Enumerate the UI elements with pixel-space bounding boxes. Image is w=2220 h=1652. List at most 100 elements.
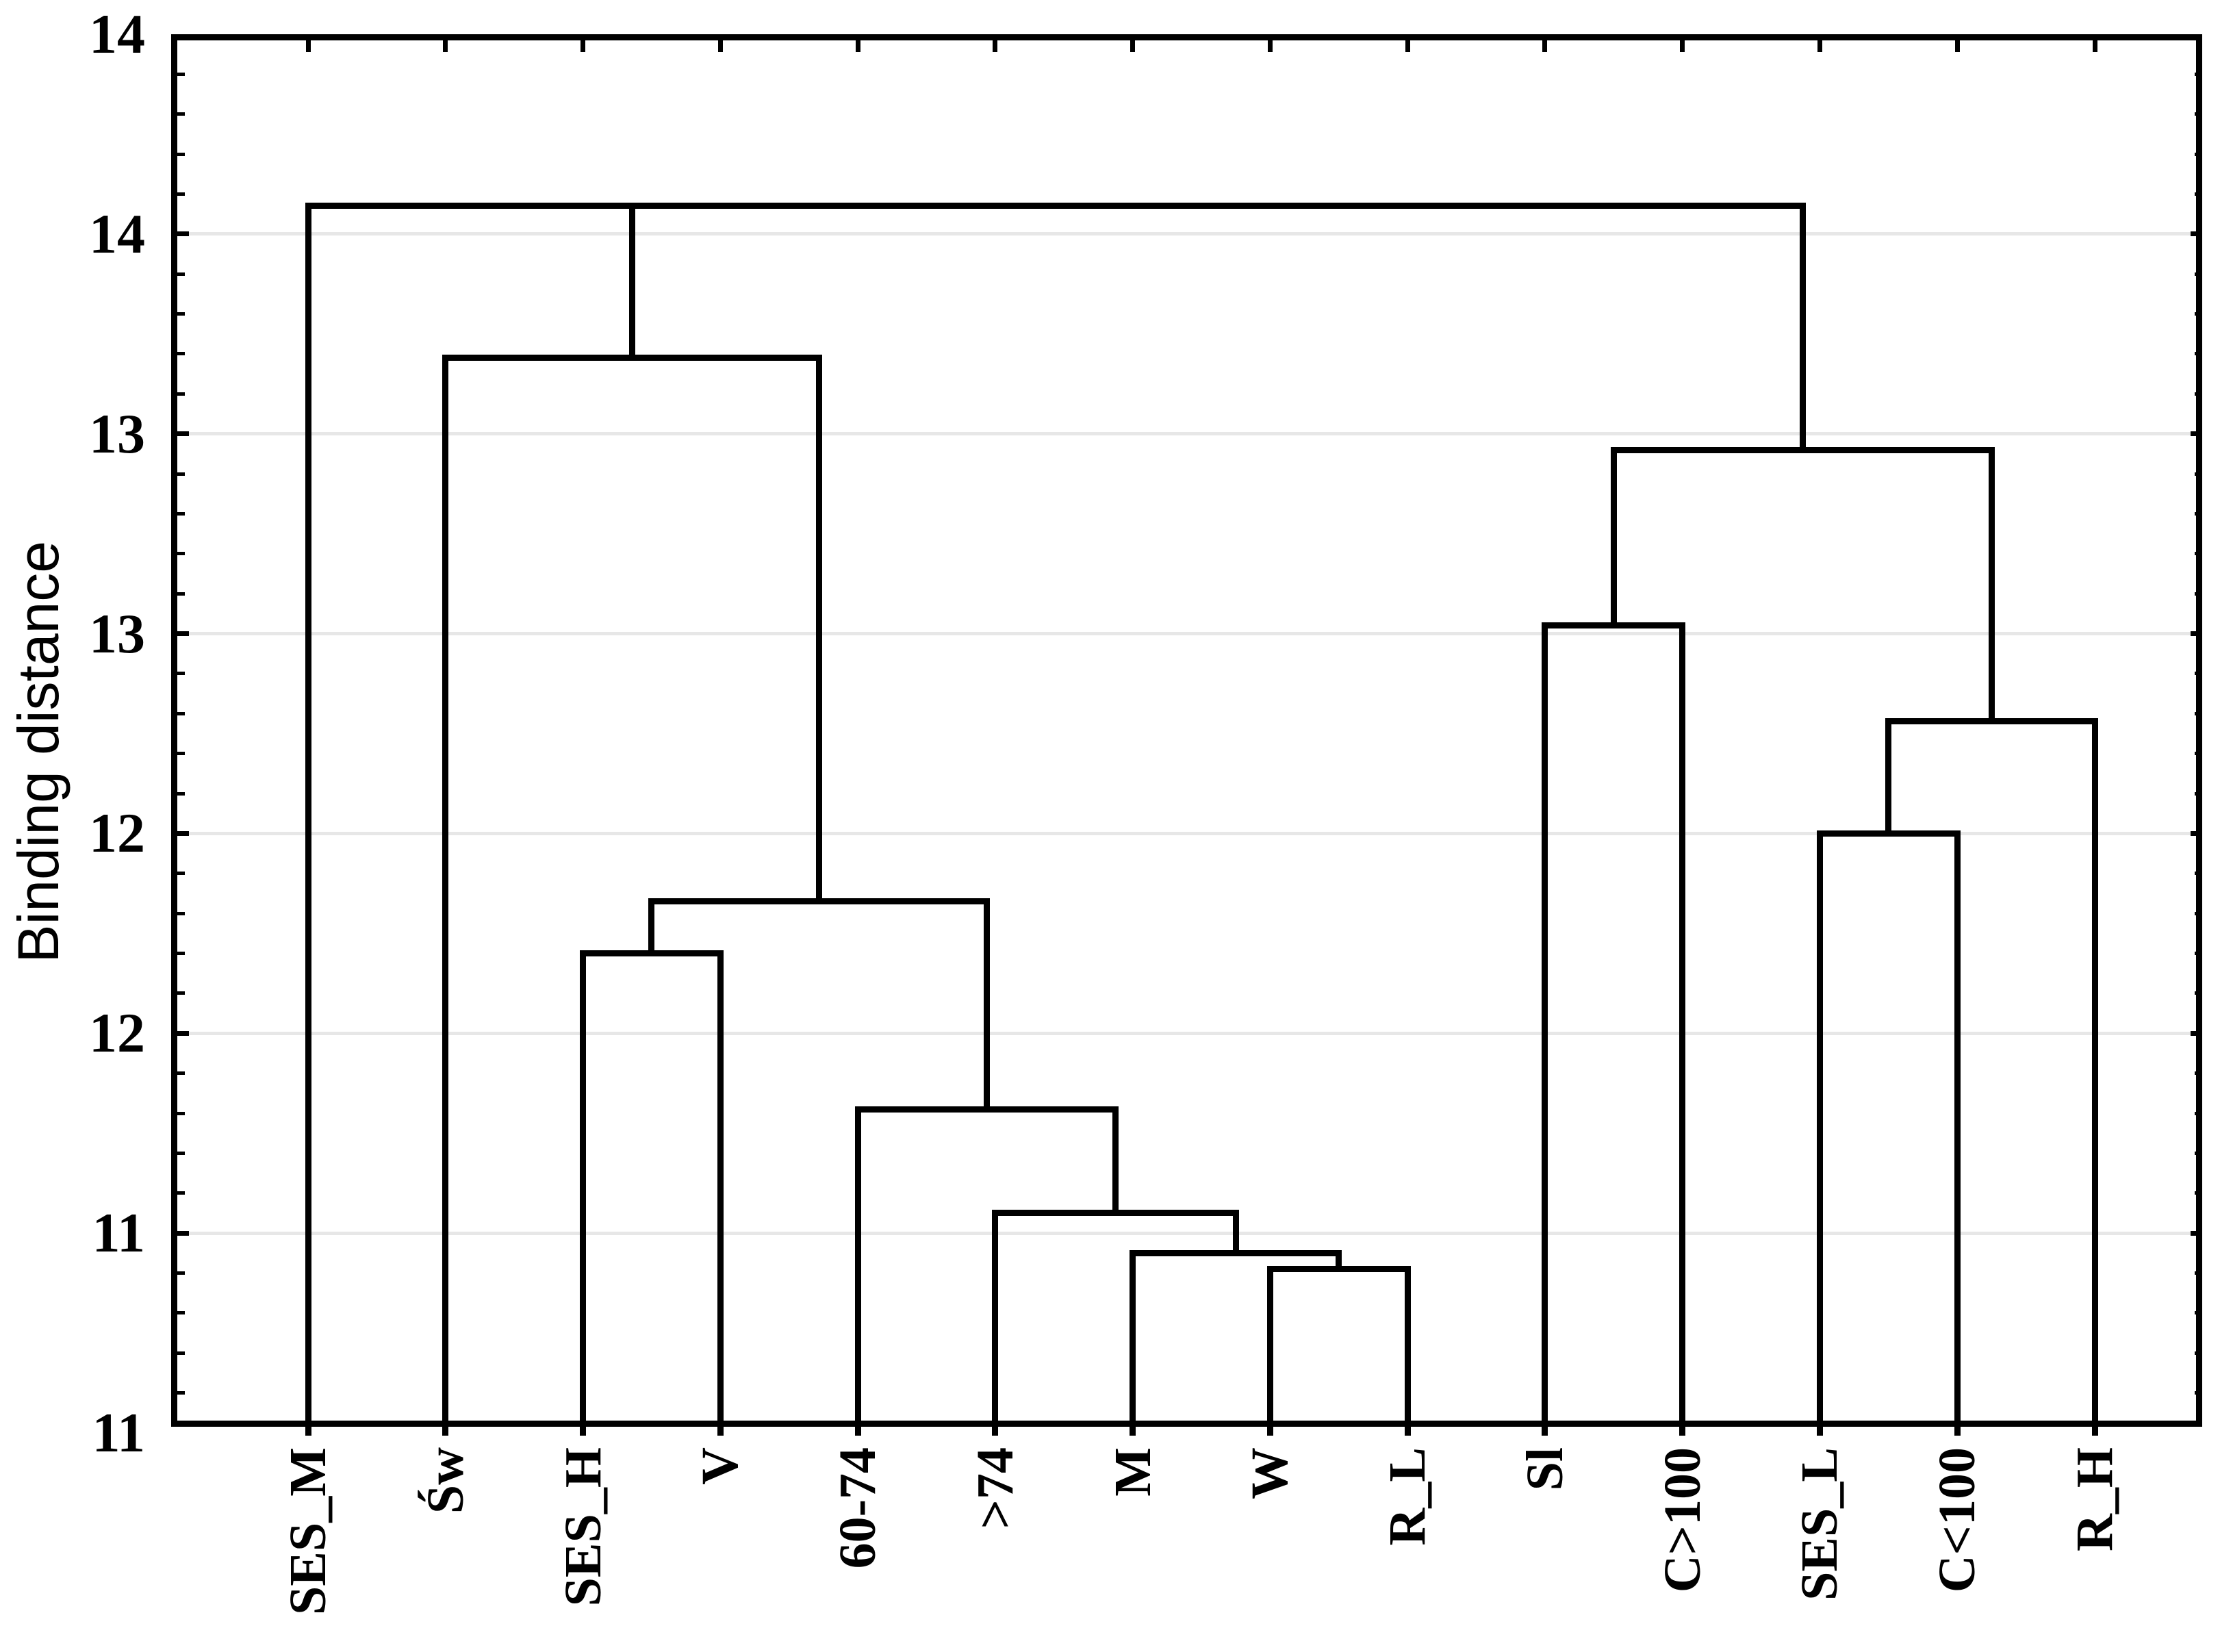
y-major-tick-left: [177, 431, 189, 437]
y-major-tick-left: [177, 231, 189, 237]
y-major-tick-left: [177, 1030, 189, 1036]
y-minor-tick-right: [2195, 552, 2202, 556]
y-minor-tick-right: [2195, 192, 2202, 196]
leaf-line: [717, 950, 724, 1436]
x-axis-label: 60-74: [829, 1447, 887, 1569]
leaf-line: [1679, 622, 1686, 1436]
y-minor-tick-right: [2195, 1151, 2202, 1155]
x-axis-label: C>100: [1653, 1447, 1711, 1593]
x-axis-label: SES_M: [279, 1447, 337, 1615]
y-minor-tick-right: [2195, 511, 2202, 516]
y-major-tick-right: [2191, 1030, 2202, 1036]
y-minor-tick-right: [2195, 672, 2202, 676]
y-minor-tick-right: [2195, 1391, 2202, 1395]
leaf-line: [1954, 830, 1961, 1436]
y-minor-tick-right: [2195, 1271, 2202, 1275]
y-minor-tick-right: [2195, 991, 2202, 995]
y-minor-tick-right: [2195, 352, 2202, 356]
x-axis-label: SES_H: [554, 1447, 612, 1607]
cluster-link: [648, 898, 655, 957]
leaf-line: [442, 355, 449, 1436]
x-category-tick-top: [993, 40, 998, 52]
x-axis-label: V: [691, 1447, 750, 1485]
y-minor-tick-left: [177, 72, 185, 76]
x-axis-label: M: [1103, 1447, 1162, 1497]
y-tick-label: 11: [92, 1401, 145, 1464]
y-minor-tick-left: [177, 1391, 185, 1395]
y-minor-tick-right: [2195, 911, 2202, 915]
y-minor-tick-left: [177, 152, 185, 156]
x-category-tick-top: [1954, 40, 1960, 52]
x-category-tick-top: [1130, 40, 1136, 52]
y-minor-tick-right: [2195, 1111, 2202, 1115]
y-major-tick-right: [2191, 1230, 2202, 1236]
y-minor-tick-left: [177, 552, 185, 556]
y-minor-tick-right: [2195, 872, 2202, 876]
y-gridline: [177, 632, 2202, 636]
plot-frame: [171, 34, 2202, 1427]
leaf-line: [1816, 830, 1823, 1436]
y-tick-label: 12: [89, 802, 145, 865]
y-minor-tick-right: [2195, 112, 2202, 116]
x-axis-label: >74: [966, 1447, 1024, 1529]
y-minor-tick-right: [2195, 752, 2202, 756]
y-minor-tick-right: [2195, 1311, 2202, 1315]
y-major-tick-left: [177, 1230, 189, 1236]
y-minor-tick-left: [177, 711, 185, 715]
y-minor-tick-left: [177, 592, 185, 596]
merge-connector: [305, 203, 1806, 209]
cluster-link: [1610, 446, 1617, 629]
y-minor-tick-right: [2195, 72, 2202, 76]
y-minor-tick-right: [2195, 312, 2202, 316]
y-tick-label: 13: [89, 402, 145, 465]
x-category-tick-top: [1267, 40, 1273, 52]
y-tick-label: 11: [92, 1202, 145, 1265]
y-axis-title: Binding distance: [6, 541, 71, 963]
y-minor-tick-right: [2195, 791, 2202, 796]
cluster-link: [816, 355, 823, 905]
leaf-line: [305, 203, 311, 1436]
leaf-line: [854, 1106, 861, 1436]
y-minor-tick-left: [177, 1311, 185, 1315]
y-gridline: [177, 1231, 2202, 1235]
y-major-tick-right: [2191, 830, 2202, 836]
x-category-tick-top: [2092, 40, 2097, 52]
y-major-tick-right: [2191, 431, 2202, 437]
y-minor-tick-left: [177, 1071, 185, 1076]
leaf-line: [1130, 1249, 1136, 1436]
y-minor-tick-left: [177, 112, 185, 116]
y-minor-tick-left: [177, 672, 185, 676]
y-minor-tick-right: [2195, 952, 2202, 956]
x-axis-label: Św: [416, 1447, 474, 1514]
y-minor-tick-left: [177, 952, 185, 956]
y-minor-tick-left: [177, 872, 185, 876]
x-category-tick-top: [1542, 40, 1548, 52]
y-minor-tick-left: [177, 991, 185, 995]
x-category-tick-top: [1817, 40, 1822, 52]
cluster-link: [1799, 203, 1806, 453]
y-minor-tick-left: [177, 1351, 185, 1355]
x-axis-label: W: [1241, 1447, 1299, 1499]
cluster-link: [1885, 718, 1892, 837]
leaf-line: [580, 950, 587, 1436]
y-tick-label: 14: [89, 202, 145, 265]
x-category-tick-top: [305, 40, 311, 52]
y-minor-tick-right: [2195, 392, 2202, 396]
leaf-line: [1542, 622, 1548, 1436]
y-gridline: [177, 432, 2202, 436]
y-major-tick-left: [177, 631, 189, 637]
y-minor-tick-left: [177, 752, 185, 756]
y-minor-tick-right: [2195, 1071, 2202, 1076]
x-category-tick-top: [443, 40, 448, 52]
x-axis-label: R_H: [2066, 1447, 2123, 1551]
y-minor-tick-left: [177, 312, 185, 316]
y-minor-tick-left: [177, 1151, 185, 1155]
cluster-link: [1112, 1106, 1119, 1217]
y-gridline: [177, 232, 2202, 236]
y-tick-label: 14: [89, 3, 145, 65]
y-minor-tick-right: [2195, 272, 2202, 276]
y-minor-tick-right: [2195, 152, 2202, 156]
y-major-tick-right: [2191, 631, 2202, 637]
y-minor-tick-left: [177, 472, 185, 476]
y-gridline: [177, 831, 2202, 835]
